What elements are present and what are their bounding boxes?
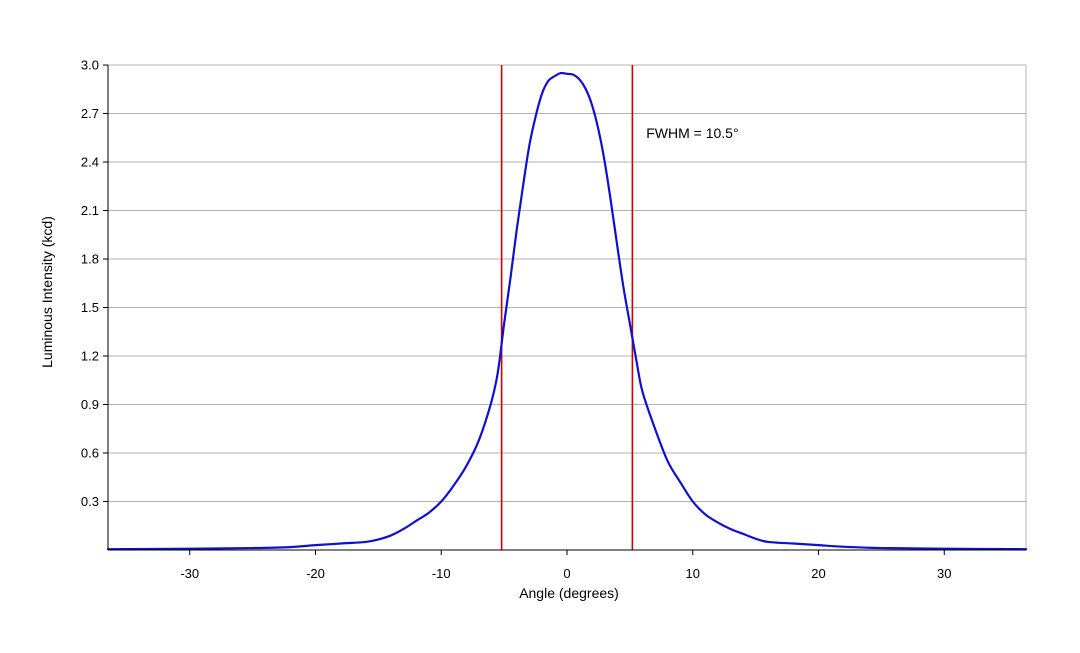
- fwhm-annotation: FWHM = 10.5°: [646, 125, 738, 141]
- axes: [103, 64, 1026, 555]
- y-tick-label: 1.2: [81, 349, 99, 364]
- fwhm-reference-lines: [500, 65, 634, 550]
- y-tick-label: 3.0: [81, 58, 99, 73]
- x-tick-label: 10: [686, 566, 700, 581]
- plot-frame: [108, 64, 1027, 550]
- x-tick-label: 20: [811, 566, 825, 581]
- y-tick-label: 0.3: [81, 494, 99, 509]
- y-tick-label: 1.5: [81, 300, 99, 315]
- y-tick-label: 1.8: [81, 252, 99, 267]
- x-tick-labels: -30 -20 -10 0 10 20 30: [180, 566, 951, 581]
- x-tick-label: 0: [563, 566, 570, 581]
- y-tick-label: 2.4: [81, 155, 99, 170]
- y-tick-label: 0.9: [81, 397, 99, 412]
- series-lines: [106, 71, 1028, 551]
- x-tick-label: -20: [306, 566, 325, 581]
- intensity-curve: [106, 71, 1028, 551]
- x-axis-title: Angle (degrees): [519, 585, 619, 601]
- x-tick-label: -10: [432, 566, 451, 581]
- y-tick-label: 2.7: [81, 106, 99, 121]
- annotations: FWHM = 10.5°: [646, 125, 738, 141]
- x-tick-label: -30: [180, 566, 199, 581]
- y-axis-title: Luminous Intensity (kcd): [39, 216, 55, 368]
- grid-lines: [108, 64, 1026, 502]
- x-tick-label: 30: [937, 566, 951, 581]
- y-tick-labels: 0.3 0.6 0.9 1.2 1.5 1.8 2.1 2.4 2.7 3.0: [81, 58, 99, 510]
- y-tick-label: 0.6: [81, 446, 99, 461]
- y-tick-label: 2.1: [81, 203, 99, 218]
